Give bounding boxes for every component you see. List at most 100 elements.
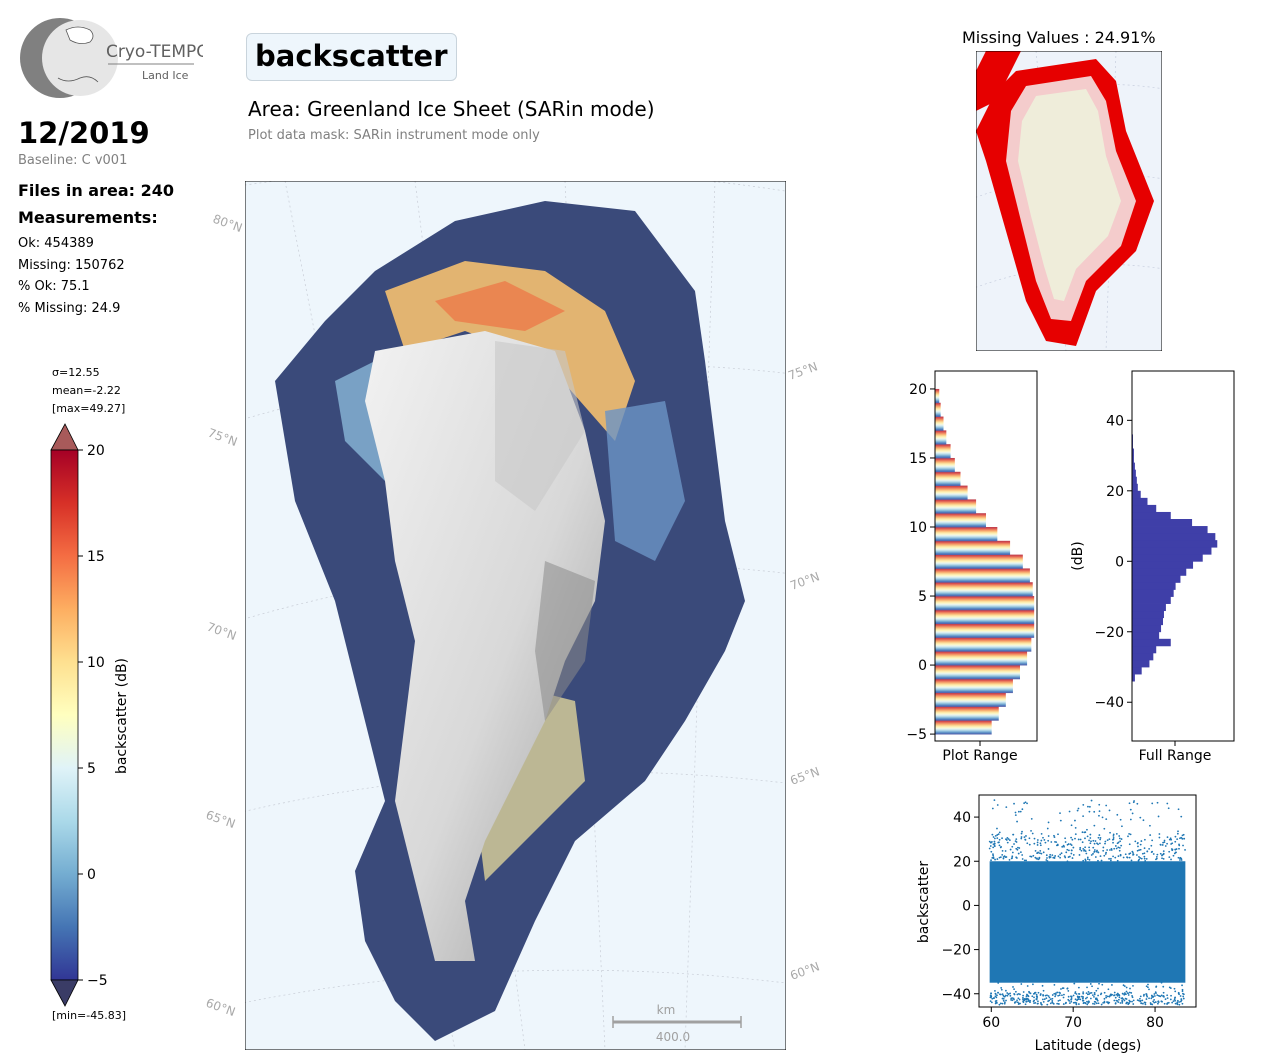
scatter-point [1014,811,1017,814]
colorbar-mean: mean=-2.22 [52,384,121,397]
scatter-point [1035,993,1038,996]
scatter-point [992,846,995,849]
scatter-point [1088,805,1091,808]
scatter-point [1023,997,1026,1000]
scatter-point [1139,995,1142,998]
hist1-bar [935,609,1035,625]
scatter-point [1097,1002,1100,1005]
scatter-point [1148,997,1150,1000]
hist1-tick-label: 5 [918,589,927,605]
hist2-bar [1132,582,1176,590]
scatter-point [1086,835,1089,838]
scatter-point [1001,837,1003,840]
hist1-bar [935,499,977,514]
scatter-point [1161,844,1164,846]
hist2-bar [1132,568,1187,576]
scatter-point [1125,990,1128,993]
scatter-point [1109,859,1112,862]
scatter-point [1001,849,1004,852]
scatter-point [998,856,1001,859]
scatter-point [1180,998,1183,1000]
scatter-point [996,804,999,806]
hist2-bar [1132,589,1174,597]
hist2-bar [1132,540,1218,548]
scatter-point [1097,836,1100,839]
scatter-point [1068,1002,1071,1005]
scatter-point [999,1002,1002,1005]
scatter-point [1106,849,1109,851]
scatter-point [1179,859,1181,861]
scatter-point [1156,801,1159,804]
scatter-point [1147,986,1149,989]
hist1-bar [935,678,1013,694]
scatter-point [1137,845,1139,848]
hist1-tick-label: 10 [909,520,927,536]
scatter-point [1157,1002,1159,1005]
scatter-point [1142,995,1145,997]
scatter-point [1007,838,1010,840]
scatter-point [1033,1002,1035,1004]
scatter-point [1082,992,1085,995]
hist2-bar [1132,596,1171,604]
hist1-bar [935,402,941,417]
scatter-point [1005,806,1008,809]
scatter-ytick-label: 0 [962,898,971,914]
scatter-point [1158,836,1161,839]
scatter-point [1094,856,1097,858]
scatter-point [1005,839,1008,841]
scatter-point [1054,993,1057,996]
scatter-point [1105,994,1108,997]
scatter-point [1134,840,1137,843]
scatter-point [992,857,995,860]
scatter-point [1181,834,1184,837]
scatter-point [1022,991,1025,993]
hist2-bar [1132,526,1208,534]
scatter-point [1057,833,1059,836]
scatter-point [1097,987,1099,990]
scatter-point [1036,857,1038,860]
scatter-point [1000,988,1003,991]
scatter-point [1121,992,1124,995]
scatter-point [1025,859,1028,862]
scatter-point [1056,843,1059,846]
scatter-point [1084,837,1086,840]
scatter-point [1178,1003,1181,1006]
scatter-point [1021,808,1024,811]
scatter-point [1097,851,1100,854]
scatter-point [1139,816,1142,819]
scatter-point [1131,995,1133,997]
scatter-point [1023,802,1026,805]
scatter-point [1151,995,1154,998]
scatter-point [1057,994,1060,997]
scatter-point [1129,1000,1131,1003]
hist1-tick-label: 20 [909,382,927,398]
hist1-bar [935,554,1023,569]
hist2-bar [1132,674,1135,682]
hist1-bar [935,471,961,486]
scatter-point [1068,1000,1071,1002]
scatter-point [1001,853,1004,856]
scatter-point [1050,841,1053,843]
scatter-point [1086,856,1089,859]
scalebar-unit: km [657,1003,676,1017]
scatter-point [1179,995,1182,997]
hist1-bar [935,623,1035,638]
scatter-point [1174,848,1177,851]
scatter-point [1059,992,1061,994]
scatter-point [1094,1001,1097,1003]
scatter-point [1032,854,1035,857]
scatter-point [1006,992,1009,994]
scatter-point [1031,995,1034,998]
missing-northwest [976,51,1021,111]
colorbar-min: [min=-45.83] [52,1009,127,1022]
scatter-point [1174,1002,1177,1005]
scatter-point [1040,1003,1043,1005]
scatter-point [1130,992,1133,994]
colorbar-sigma: σ=12.55 [52,366,100,379]
lat-label-right: 75°N [786,359,819,383]
scatter-point [1119,840,1122,843]
area-title: Area: Greenland Ice Sheet (SARin mode) [248,97,655,121]
hist2-bar [1132,533,1216,541]
scatter-point [1025,997,1028,1000]
hist1-bar [935,540,1011,556]
